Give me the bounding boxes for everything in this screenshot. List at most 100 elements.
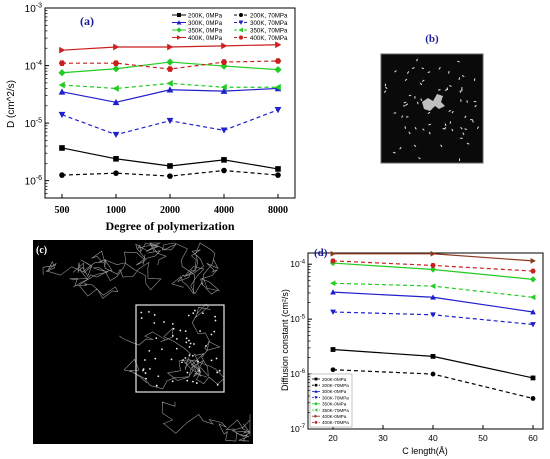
- panel-b-molecule: [403, 105, 406, 107]
- panel-d-legend-label: 200K-0MPa: [322, 377, 347, 382]
- panel-c-molecule: [140, 317, 143, 319]
- panel-a-data-point: [112, 65, 120, 73]
- panel-d-y-tick-label: 10-4: [290, 259, 305, 269]
- panel-c-molecule: [192, 312, 195, 315]
- panel-c-molecule: [191, 354, 194, 357]
- panel-b-molecule: [408, 94, 412, 97]
- panel-d-label: (d): [314, 247, 328, 259]
- panel-a-data-point: [220, 83, 227, 91]
- panel-d-data-point: [530, 396, 536, 401]
- panel-d-legend-marker: [314, 421, 318, 424]
- panel-d-x-axis-label: C length(Å): [402, 446, 448, 456]
- panel-a-data-point: [220, 127, 228, 134]
- panel-b-molecule: [460, 126, 463, 130]
- panel-a-legend: 200K, 0MPa 200K, 70MPa 300K, 0MPa 300K, 70M…: [172, 12, 288, 42]
- panel-d-data-point: [430, 263, 436, 268]
- panel-d-data-point: [430, 294, 436, 300]
- panel-c-molecule: [198, 369, 201, 372]
- panel-a-legend-label: 300K, 0MPa: [188, 20, 223, 27]
- panel-b-molecule: [401, 115, 404, 118]
- panel-c-molecule: [140, 311, 143, 314]
- panel-b-molecule: [466, 142, 470, 145]
- panel-a-data-point: [112, 98, 120, 106]
- panel-d-legend-label: 350K-70MPa: [322, 408, 349, 413]
- panel-c-molecule: [153, 314, 156, 316]
- panel-b-molecule: [414, 126, 417, 130]
- panel-b-molecule: [428, 131, 431, 135]
- panel-b-molecule: [385, 86, 388, 90]
- panel-c-molecule: [181, 361, 183, 364]
- panel-a-x-tick-label: 1000: [106, 205, 126, 216]
- panel-a-data-point: [58, 60, 66, 66]
- panel-c-molecule: [149, 367, 151, 370]
- panel-c-molecule: [184, 330, 187, 333]
- panel-d-data-point: [430, 312, 436, 318]
- panel-a-legend-label: 200K, 70MPa: [250, 12, 288, 19]
- panel-a-data-point: [59, 46, 66, 54]
- panel-a-legend-marker: [177, 13, 181, 17]
- panel-c-trajectory: [161, 401, 251, 442]
- panel-b-label: (b): [425, 33, 439, 45]
- panel-a-data-point: [167, 163, 173, 169]
- panel-a-y-tick-label: 10-6: [25, 175, 42, 188]
- panel-a-legend-label: 200K, 0MPa: [188, 12, 223, 19]
- panel-c-molecule: [186, 379, 189, 382]
- panel-c-molecule: [195, 382, 198, 384]
- panel-a-data-point: [58, 69, 66, 77]
- panel-b-molecule: [421, 67, 425, 70]
- panel-c-molecule: [172, 327, 175, 330]
- panel-d-data-point: [430, 283, 436, 289]
- panel-b-molecule: [403, 101, 407, 104]
- panel-c-molecule: [170, 358, 173, 361]
- panel-c-molecule: [185, 337, 188, 340]
- panel-c-molecule: [175, 347, 178, 350]
- panel-b-frame: [380, 53, 484, 164]
- panel-d-legend-label: 200K-70MPa: [322, 383, 349, 388]
- panel-b-molecule: [460, 99, 462, 102]
- panel-c-molecule: [210, 359, 213, 362]
- panel-a-data-point: [113, 170, 119, 176]
- panel-b-molecule: [449, 84, 452, 87]
- panel-b-molecule: [448, 71, 450, 74]
- panel-b-molecule: [417, 101, 419, 105]
- panel-d-data-point: [530, 375, 536, 381]
- panel-a-data-point: [166, 58, 174, 66]
- panel-a-data-point: [59, 145, 65, 151]
- panel-c-molecule: [154, 357, 157, 360]
- panel-a-data-point: [220, 59, 228, 65]
- panel-a-x-tick-label: 8000: [268, 205, 288, 216]
- panel-c-trajectory: [185, 303, 225, 385]
- panel-a-legend-label: 300K, 70MPa: [250, 20, 288, 27]
- panel-b-molecule: [461, 75, 465, 78]
- panel-c-trajectory: [119, 327, 204, 390]
- panel-a-data-point: [166, 80, 173, 87]
- panel-d-x-tick-label: 20: [328, 433, 338, 443]
- panel-b-molecule: [427, 71, 431, 74]
- panel-c-molecule: [144, 372, 147, 374]
- panel-a-data-point: [221, 157, 227, 163]
- panel-a-legend-label: 400K, 70MPa: [250, 35, 288, 42]
- panel-c-molecule: [161, 348, 163, 351]
- panel-b-molecule: [444, 123, 447, 127]
- panel-b-molecule: [413, 144, 417, 147]
- panel-b-molecule: [464, 115, 467, 119]
- panel-c-molecule: [172, 334, 174, 337]
- panel-c-molecule: [185, 341, 188, 344]
- panel-d-legend-label: 350K-0MPa: [322, 402, 347, 407]
- panel-a-y-tick-label: 10-4: [25, 60, 42, 73]
- panel-d-data-point: [529, 276, 537, 283]
- panel-c-molecule: [193, 309, 196, 312]
- panel-a-data-point: [167, 43, 174, 51]
- panel-b-molecule: [444, 126, 447, 130]
- panel-b-molecule: [445, 88, 448, 92]
- panel-d-data-point: [330, 289, 336, 295]
- panel-d-data-point: [530, 322, 536, 328]
- panel-d-chart: 10-710-610-510-4 20 30 40 50 60 C length(Å) …: [280, 247, 544, 456]
- panel-d-data-point: [530, 294, 536, 301]
- panel-b-molecule: [427, 111, 431, 114]
- panel-c-molecule: [199, 330, 201, 332]
- panel-b-molecule: [392, 151, 396, 154]
- panel-c-molecule: [179, 329, 182, 332]
- panel-a-legend-label: 350K, 70MPa: [250, 27, 288, 34]
